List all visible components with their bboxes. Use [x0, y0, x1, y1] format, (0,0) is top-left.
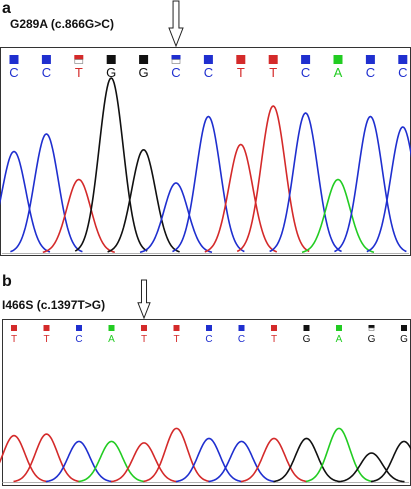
trace-peak-a-8 [236, 105, 310, 253]
base-letter-a-12: C [398, 65, 407, 80]
base-letter-b-7: C [238, 334, 245, 345]
trace-peak-b-1 [13, 433, 80, 483]
base-letter-b-6: C [205, 334, 212, 345]
base-marker-a-6 [203, 55, 213, 64]
base-letter-a-9: C [301, 65, 310, 80]
trace-peak-a-7 [204, 143, 278, 253]
trace-peak-b-0 [0, 434, 48, 483]
base-marker-b-12 [401, 325, 407, 331]
base-letter-a-4: G [139, 65, 149, 80]
trace-peak-b-2 [45, 440, 113, 483]
base-marker-b-1 [43, 325, 50, 331]
panel-letter-a: a [2, 0, 11, 17]
trace-peak-a-5 [139, 182, 213, 253]
mutation-arrow-a [168, 0, 184, 48]
panel-letter-b: b [2, 273, 12, 290]
trace-peak-b-7 [208, 440, 275, 483]
trace-peak-a-3 [74, 77, 148, 252]
base-marker-b-10 [336, 325, 342, 331]
base-marker-a-10 [333, 55, 343, 64]
trace-peak-b-3 [78, 440, 145, 483]
base-letter-b-11: G [368, 334, 376, 345]
base-marker-b-11 [368, 325, 375, 328]
chromatogram-frame-a [0, 47, 411, 256]
base-marker-b-7 [238, 325, 245, 331]
base-marker-b-5 [173, 325, 180, 331]
trace-peak-a-2 [42, 178, 115, 253]
base-letter-b-12: G [400, 334, 408, 345]
base-letter-a-7: T [237, 65, 245, 80]
base-marker-b-6 [206, 325, 212, 331]
base-marker-a-0 [9, 55, 19, 64]
base-marker-b-3 [108, 325, 115, 331]
trace-peak-b-6 [175, 437, 243, 483]
trace-peak-b-4 [110, 442, 178, 483]
trace-peak-b-10 [305, 427, 373, 483]
base-letter-a-6: C [204, 65, 213, 80]
trace-peak-a-11 [334, 115, 407, 253]
base-letter-a-1: C [42, 65, 51, 80]
trace-peak-b-12 [370, 440, 411, 483]
base-letter-a-3: G [106, 65, 116, 80]
base-letter-a-8: T [269, 65, 277, 80]
base-letter-a-0: C [9, 65, 18, 80]
base-letter-b-1: T [43, 334, 49, 345]
base-marker-b-2 [76, 325, 82, 331]
base-marker-a-11 [365, 55, 375, 64]
trace-peak-b-8 [240, 437, 308, 483]
base-marker-a-8 [268, 55, 278, 64]
base-letter-b-4: T [141, 334, 147, 345]
trace-peak-a-1 [10, 133, 83, 253]
trace-peak-a-9 [269, 112, 342, 253]
base-letter-b-5: T [173, 334, 179, 345]
base-letter-b-0: T [11, 334, 17, 345]
base-letter-b-9: G [303, 334, 311, 345]
base-marker-b-4 [141, 325, 147, 331]
base-marker-a-5 [171, 55, 181, 60]
base-marker-a-9 [301, 55, 311, 64]
base-marker-b-9 [303, 325, 310, 331]
trace-peak-a-4 [107, 148, 180, 253]
base-letter-b-8: T [271, 334, 277, 345]
trace-peak-a-12 [366, 126, 411, 253]
base-letter-b-2: C [75, 334, 82, 345]
variant-label-b: I466S (c.1397T>G) [2, 298, 106, 312]
base-marker-a-1 [41, 55, 51, 64]
base-letter-a-5: C [171, 65, 180, 80]
mutation-arrow-b [137, 279, 151, 320]
base-letter-a-11: C [366, 65, 375, 80]
trace-peak-a-6 [172, 115, 245, 253]
base-marker-a-4 [139, 55, 149, 64]
base-marker-a-3 [106, 55, 116, 64]
base-marker-b-0 [11, 325, 17, 331]
base-letter-a-2: T [75, 65, 83, 80]
base-marker-b-8 [271, 325, 277, 331]
trace-peak-a-10 [301, 178, 375, 253]
base-marker-a-12 [398, 55, 408, 64]
base-marker-a-2 [74, 55, 84, 60]
trace-peak-b-5 [143, 427, 210, 483]
trace-peak-a-0 [0, 150, 51, 253]
trace-peak-b-9 [273, 437, 340, 483]
trace-peak-b-11 [338, 452, 405, 483]
base-marker-a-7 [236, 55, 246, 64]
base-letter-b-3: A [108, 334, 115, 345]
base-letter-a-10: A [334, 65, 343, 80]
chromatogram-frame-b [2, 319, 411, 486]
base-letter-b-10: A [336, 334, 343, 345]
variant-label-a: G289A (c.866G>C) [10, 17, 114, 31]
